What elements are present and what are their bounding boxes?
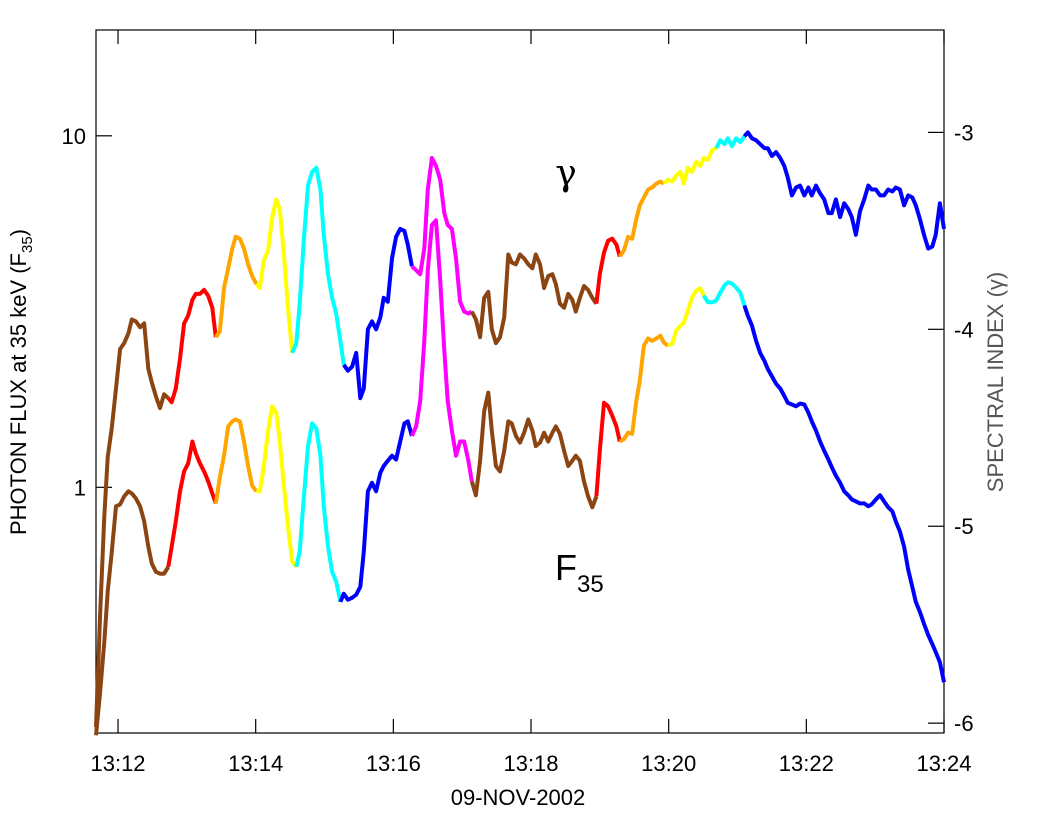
y2-tick-label: -5 — [954, 514, 974, 539]
line-segment — [166, 287, 218, 405]
line-segment — [469, 390, 599, 510]
y2-tick-label: -4 — [954, 317, 974, 342]
line-segment — [594, 400, 622, 497]
line-segment — [254, 197, 295, 354]
line-segment — [256, 404, 298, 569]
line-segment — [410, 156, 473, 316]
line-segment — [290, 165, 346, 366]
line-segment — [714, 135, 747, 150]
plot-frame — [95, 29, 945, 734]
line-segment — [742, 130, 946, 251]
x-tick-label: 13:20 — [641, 751, 696, 776]
annotation: γ — [555, 153, 577, 194]
x-axis-label: 09-NOV-2002 — [451, 785, 586, 810]
y-tick-label: 1 — [74, 475, 86, 500]
line-segment — [662, 146, 718, 186]
x-tick-label: 13:24 — [916, 751, 971, 776]
line-segment — [594, 236, 622, 304]
line-segment — [618, 179, 665, 258]
line-segment — [213, 417, 258, 504]
annotation-text: F — [555, 547, 577, 588]
line-segment — [214, 234, 259, 339]
x-tick-label: 13:12 — [90, 751, 145, 776]
line-segment — [94, 317, 170, 728]
x-tick-label: 13:18 — [503, 751, 558, 776]
x-tick-label: 13:14 — [228, 751, 283, 776]
line-segment — [470, 252, 599, 346]
line-segment — [742, 304, 946, 683]
line-segment — [166, 439, 218, 568]
y2-axis-label: SPECTRAL INDEX (γ) — [983, 272, 1008, 492]
line-segment — [410, 218, 474, 482]
x-tick-label: 13:22 — [779, 751, 834, 776]
line-segment — [667, 286, 706, 348]
line-segment — [94, 489, 171, 736]
y-tick-label: 10 — [62, 124, 86, 149]
annotation-subscript: 35 — [577, 571, 604, 598]
line-segment — [702, 280, 747, 307]
annotation: F35 — [555, 547, 604, 598]
line-segment — [338, 419, 414, 603]
y-label-suffix: ) — [6, 229, 31, 236]
line-segment — [618, 333, 670, 444]
y-label-text: PHOTON FLUX at 35 keV (F — [6, 253, 31, 535]
y2-tick-label: -6 — [954, 711, 974, 736]
y2-tick-label: -3 — [954, 120, 974, 145]
x-tick-label: 13:16 — [366, 751, 421, 776]
line-segment — [342, 226, 414, 401]
y-axis-label: PHOTON FLUX at 35 keV (F35) — [6, 229, 36, 535]
y-label-subscript: 35 — [19, 236, 36, 253]
line-segment — [294, 421, 343, 603]
